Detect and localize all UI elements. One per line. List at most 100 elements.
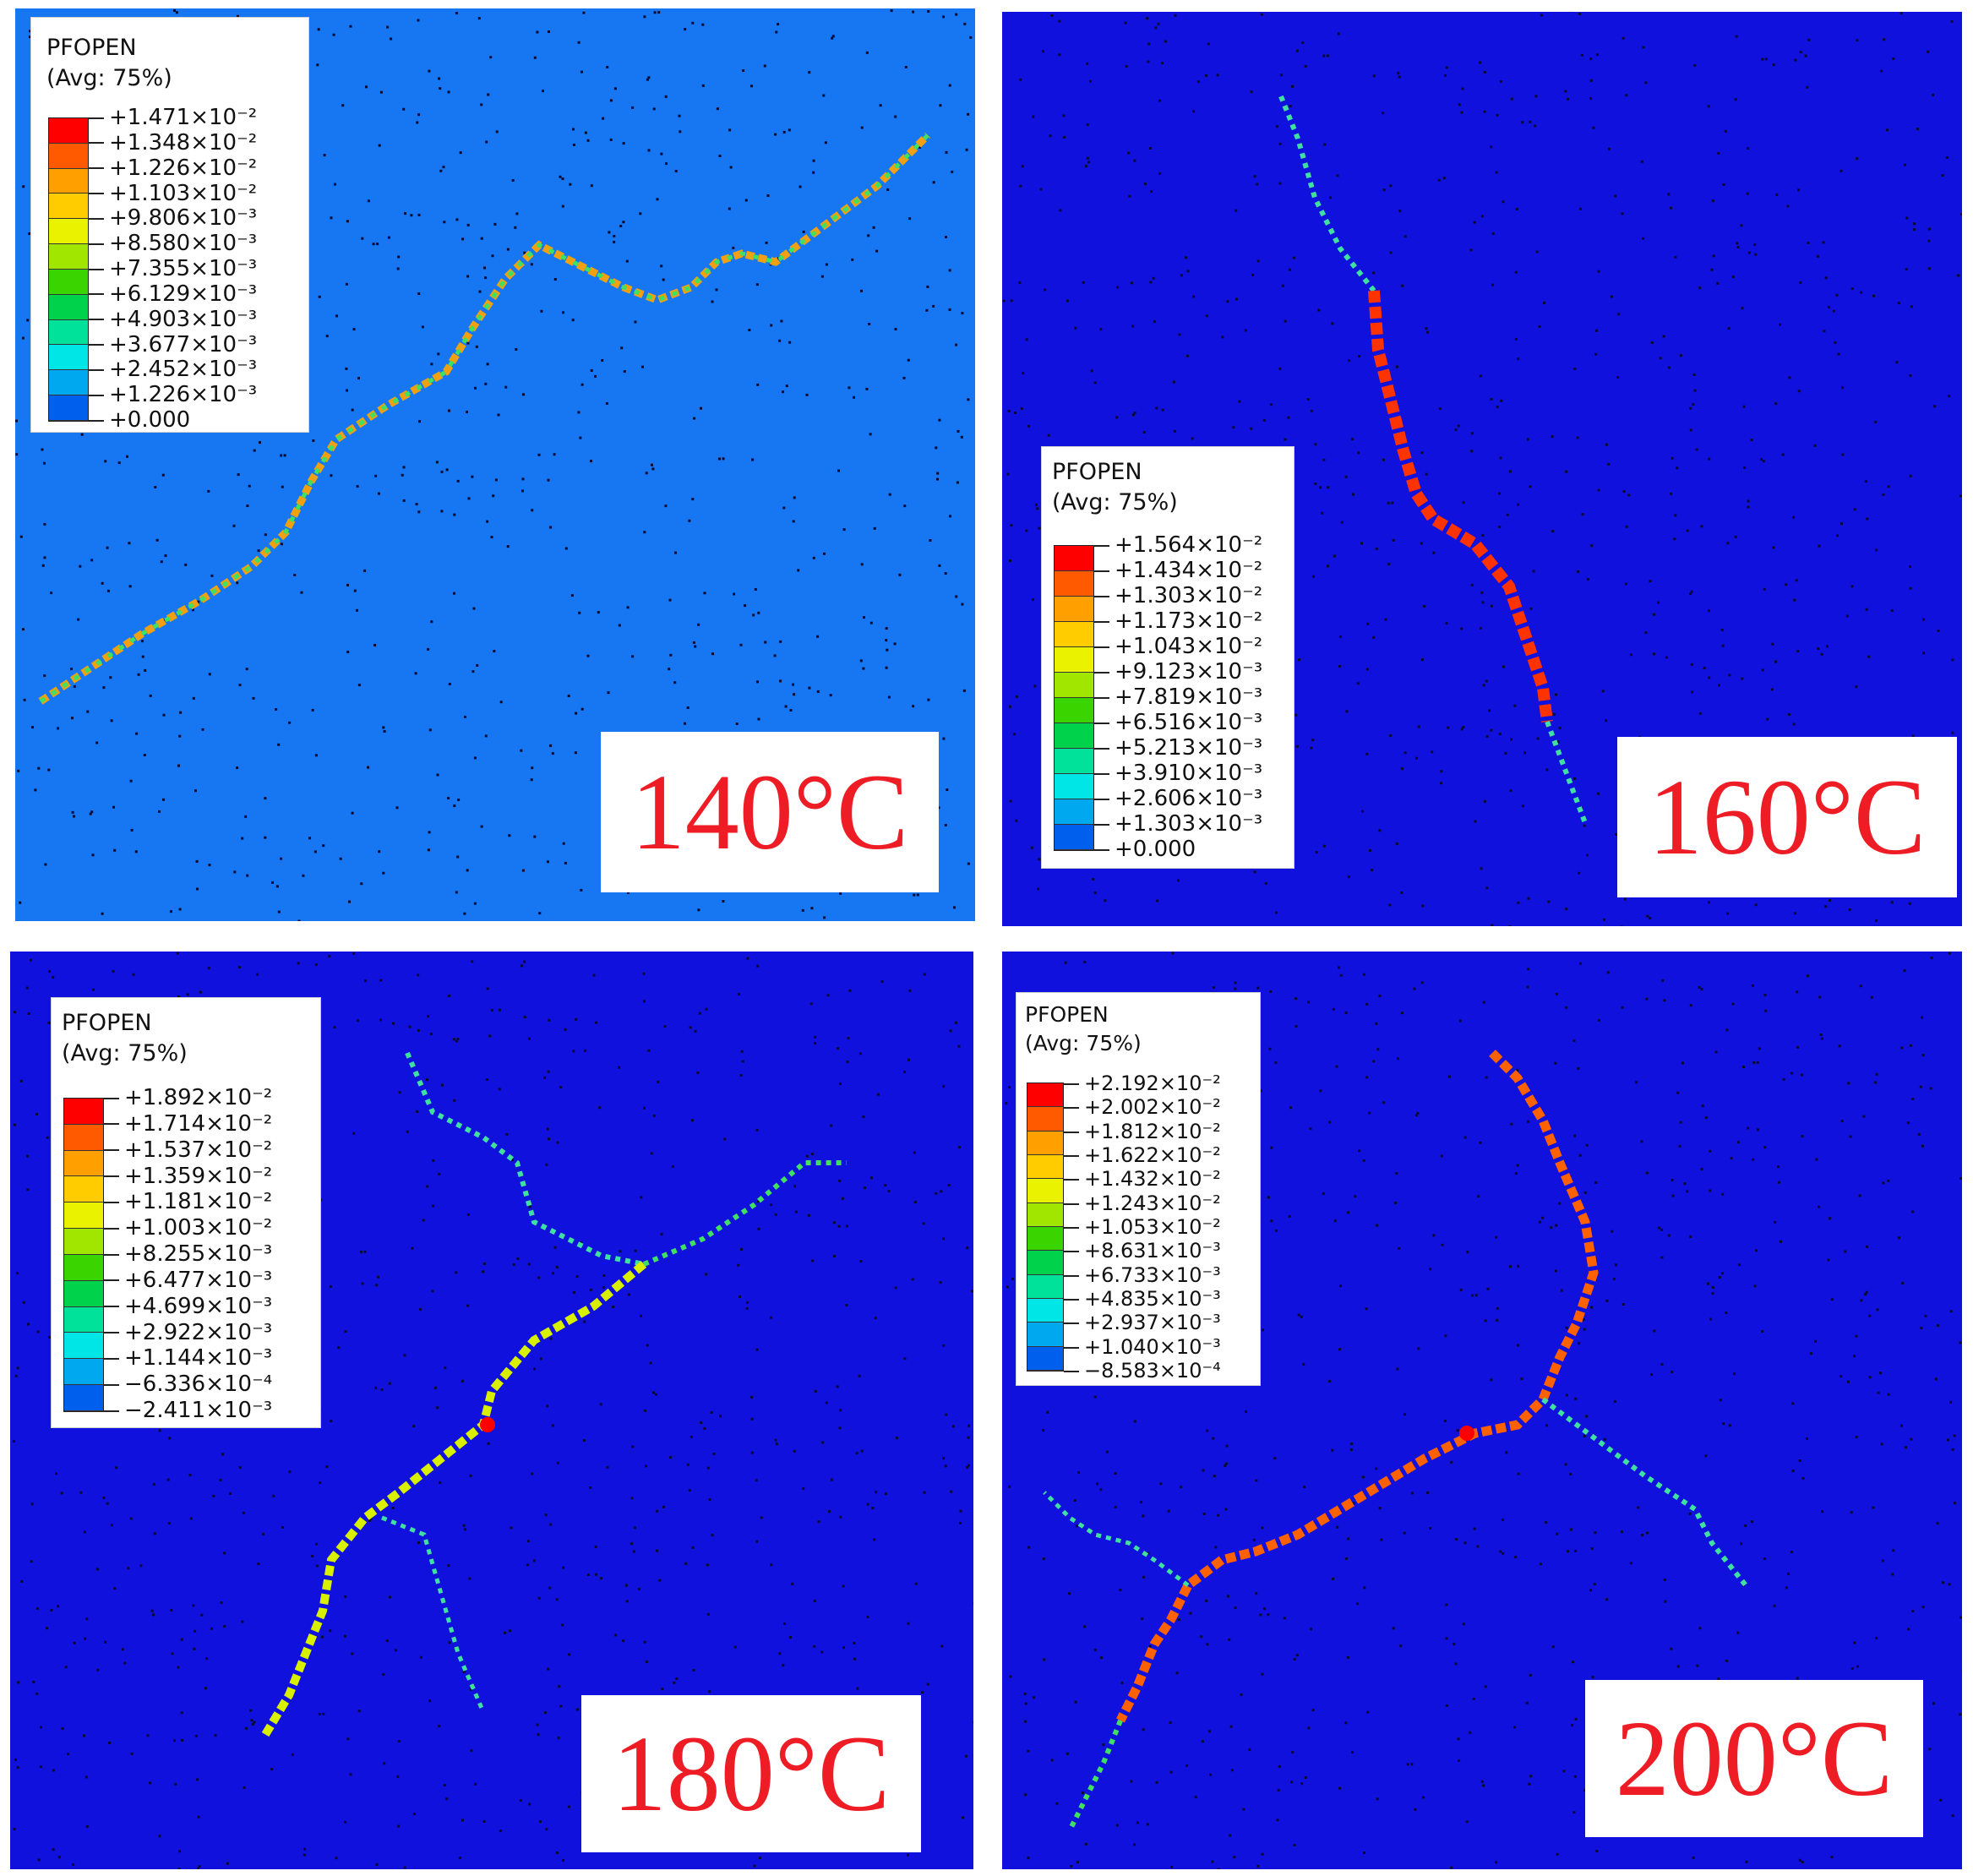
colorbar xyxy=(63,1098,104,1412)
colorbar-segment xyxy=(49,168,88,194)
legend-tick-label: +4.903×10⁻³ xyxy=(89,307,257,332)
colorbar-segment xyxy=(64,1254,103,1281)
legend-tick-label: +1.303×10⁻² xyxy=(1094,583,1262,608)
legend-title: PFOPEN xyxy=(62,1010,152,1036)
legend-tick-label: +1.359×10⁻² xyxy=(104,1164,272,1189)
colorbar-segment xyxy=(1055,774,1093,799)
legend-subtitle: (Avg: 75%) xyxy=(1052,489,1178,515)
colorbar-segment xyxy=(1027,1274,1063,1299)
legend-tick-label: +6.477×10⁻³ xyxy=(104,1268,272,1293)
legend-tick-label: +1.303×10⁻³ xyxy=(1094,811,1262,837)
legend-tick-label: +1.103×10⁻² xyxy=(89,181,257,206)
legend-tick-label: +1.714×10⁻² xyxy=(104,1111,272,1137)
colorbar-segment xyxy=(49,294,88,320)
colorbar-segment xyxy=(1027,1107,1063,1132)
legend-tick-label: +1.226×10⁻² xyxy=(89,155,257,181)
legend-title: PFOPEN xyxy=(1025,1002,1109,1027)
colorbar-segment xyxy=(49,345,88,371)
legend-tick-label: +1.243×10⁻² xyxy=(1064,1191,1221,1216)
colorbar-segment xyxy=(49,118,88,144)
colorbar-segment xyxy=(64,1202,103,1230)
colorbar-segment xyxy=(1055,698,1093,723)
colorbar-segment xyxy=(1055,546,1093,571)
legend-tick-label: +1.892×10⁻² xyxy=(104,1085,272,1110)
panel-180c: PFOPEN (Avg: 75%) +1.892×10⁻² +1.714×10⁻²… xyxy=(10,952,973,1869)
colorbar-segment xyxy=(1055,723,1093,749)
legend-180c: PFOPEN (Avg: 75%) +1.892×10⁻² +1.714×10⁻²… xyxy=(51,997,321,1428)
legend-tick-label: +4.835×10⁻³ xyxy=(1064,1286,1221,1312)
legend-tick-label: +1.432×10⁻² xyxy=(1064,1166,1221,1192)
legend-tick-label: +8.255×10⁻³ xyxy=(104,1241,272,1267)
legend-subtitle: (Avg: 75%) xyxy=(46,65,172,91)
legend-tick-label: +3.677×10⁻³ xyxy=(89,332,257,357)
panel-200c: PFOPEN (Avg: 75%) +2.192×10⁻² +2.002×10⁻²… xyxy=(1002,952,1962,1869)
legend-tick-label: +7.355×10⁻³ xyxy=(89,256,257,281)
legend-140c: PFOPEN (Avg: 75%) +1.471×10⁻² +1.348×10⁻²… xyxy=(30,17,309,433)
legend-tick-label: +2.452×10⁻³ xyxy=(89,357,257,382)
colorbar-segment xyxy=(49,143,88,169)
legend-tick-label: −8.583×10⁻⁴ xyxy=(1064,1358,1221,1383)
temperature-label-180c: 180°C xyxy=(581,1695,921,1852)
colorbar-segment xyxy=(1027,1083,1063,1108)
legend-tick-label: +2.192×10⁻² xyxy=(1064,1071,1221,1096)
colorbar-segment xyxy=(49,269,88,295)
colorbar-segment xyxy=(1027,1298,1063,1323)
colorbar-segment xyxy=(64,1124,103,1151)
colorbar-segment xyxy=(1055,622,1093,647)
legend-tick-label: +9.806×10⁻³ xyxy=(89,205,257,231)
colorbar-segment xyxy=(1055,571,1093,597)
crack-path-180c xyxy=(259,1261,647,1740)
colorbar-segment xyxy=(1027,1154,1063,1180)
legend-tick-label: +7.819×10⁻³ xyxy=(1094,684,1262,710)
crack-field-180c xyxy=(13,952,973,1869)
colorbar-segment xyxy=(64,1306,103,1333)
colorbar-segment xyxy=(64,1359,103,1386)
legend-160c: PFOPEN (Avg: 75%) +1.564×10⁻² +1.434×10⁻²… xyxy=(1041,446,1294,869)
legend-tick-label: +2.937×10⁻³ xyxy=(1064,1310,1221,1335)
legend-tick-label: +1.471×10⁻² xyxy=(89,105,257,130)
temperature-label-200c: 200°C xyxy=(1585,1680,1923,1837)
colorbar-segment xyxy=(64,1176,103,1203)
legend-tick-label: +1.053×10⁻² xyxy=(1064,1214,1221,1240)
legend-tick-label: +2.922×10⁻³ xyxy=(104,1320,272,1345)
colorbar-segment xyxy=(1027,1322,1063,1347)
colorbar-segment xyxy=(1027,1251,1063,1275)
legend-tick-label: +1.144×10⁻³ xyxy=(104,1345,272,1371)
legend-tick-label: +1.564×10⁻² xyxy=(1094,532,1262,558)
colorbar-segment xyxy=(1055,749,1093,774)
legend-tick-label: +8.631×10⁻³ xyxy=(1064,1238,1221,1263)
legend-tick-label: +1.003×10⁻² xyxy=(104,1215,272,1241)
colorbar-segment xyxy=(1055,597,1093,622)
colorbar-segment xyxy=(1027,1202,1063,1227)
legend-tick-label: +6.516×10⁻³ xyxy=(1094,710,1262,735)
legend-tick-label: −2.411×10⁻³ xyxy=(104,1398,272,1423)
temperature-label-160c: 160°C xyxy=(1617,737,1957,897)
legend-tick-label: +1.173×10⁻² xyxy=(1094,608,1262,634)
legend-tick-label: +8.580×10⁻³ xyxy=(89,231,257,256)
colorbar-segment xyxy=(49,219,88,245)
legend-tick-label: +1.348×10⁻² xyxy=(89,130,257,155)
colorbar-segment xyxy=(1027,1179,1063,1203)
colorbar-segment xyxy=(64,1280,103,1307)
legend-tick-label: +0.000 xyxy=(1094,837,1196,862)
colorbar-segment xyxy=(64,1385,103,1411)
colorbar xyxy=(48,117,89,422)
legend-tick-label: +1.181×10⁻² xyxy=(104,1189,272,1214)
legend-tick-label: +9.123×10⁻³ xyxy=(1094,659,1262,684)
legend-tick-label: +1.434×10⁻² xyxy=(1094,558,1262,583)
colorbar-segment xyxy=(49,194,88,220)
legend-tick-label: +6.733×10⁻³ xyxy=(1064,1262,1221,1288)
colorbar-segment xyxy=(64,1333,103,1360)
legend-title: PFOPEN xyxy=(1052,459,1142,485)
legend-tick-label: +4.699×10⁻³ xyxy=(104,1294,272,1319)
crack-field-200c xyxy=(1005,952,1962,1869)
colorbar-segment xyxy=(1055,673,1093,698)
legend-tick-label: +1.622×10⁻² xyxy=(1064,1143,1221,1168)
colorbar xyxy=(1027,1083,1064,1372)
colorbar-segment xyxy=(1055,825,1093,850)
panel-160c: PFOPEN (Avg: 75%) +1.564×10⁻² +1.434×10⁻²… xyxy=(1002,12,1962,926)
colorbar-segment xyxy=(64,1150,103,1177)
legend-title: PFOPEN xyxy=(46,35,137,61)
legend-subtitle: (Avg: 75%) xyxy=(62,1040,188,1066)
colorbar-segment xyxy=(64,1229,103,1255)
